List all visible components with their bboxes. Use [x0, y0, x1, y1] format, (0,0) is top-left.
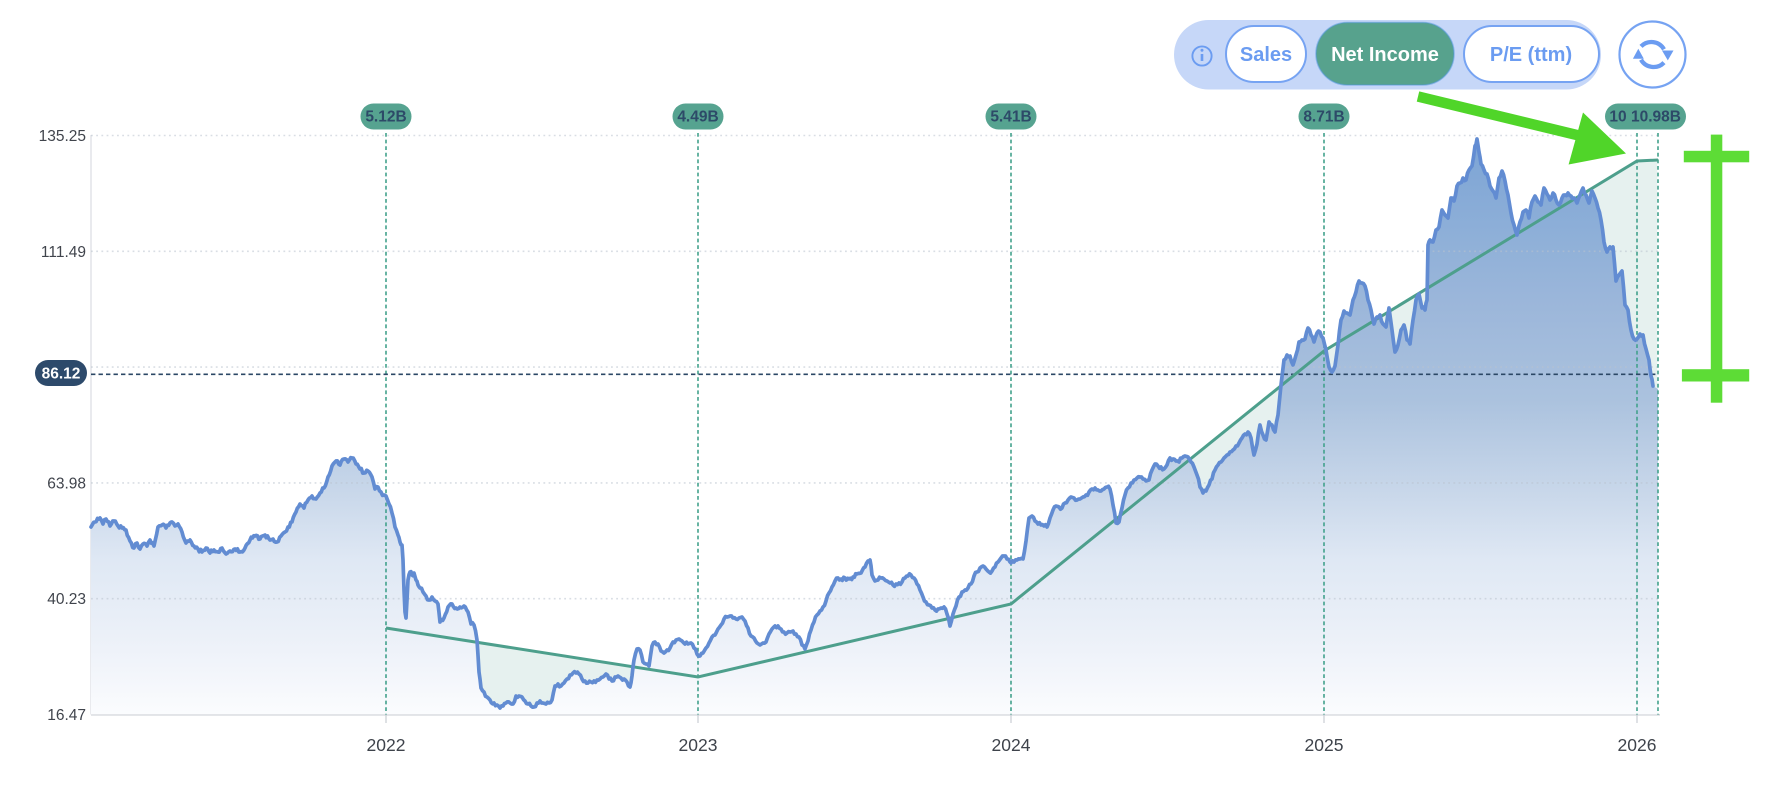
svg-text:2023: 2023	[679, 735, 718, 755]
svg-text:5.12B: 5.12B	[365, 109, 406, 126]
svg-text:2024: 2024	[992, 735, 1031, 755]
svg-text:135.25: 135.25	[39, 128, 86, 145]
svg-text:86.12: 86.12	[42, 366, 81, 383]
svg-text:10: 10	[1609, 109, 1626, 126]
svg-text:8.71B: 8.71B	[1303, 109, 1344, 126]
svg-text:2022: 2022	[367, 735, 406, 755]
svg-text:111.49: 111.49	[41, 244, 86, 261]
svg-text:2025: 2025	[1305, 735, 1344, 755]
svg-text:P/E (ttm): P/E (ttm)	[1490, 44, 1572, 66]
svg-text:16.47: 16.47	[47, 707, 86, 724]
svg-text:5.41B: 5.41B	[990, 109, 1031, 126]
svg-text:2026: 2026	[1618, 735, 1657, 755]
svg-text:4.49B: 4.49B	[677, 109, 718, 126]
svg-text:Net Income: Net Income	[1331, 44, 1439, 66]
svg-text:63.98: 63.98	[47, 475, 86, 492]
svg-text:Sales: Sales	[1240, 44, 1292, 66]
svg-text:40.23: 40.23	[47, 591, 86, 608]
svg-text:10.98B: 10.98B	[1631, 109, 1681, 126]
